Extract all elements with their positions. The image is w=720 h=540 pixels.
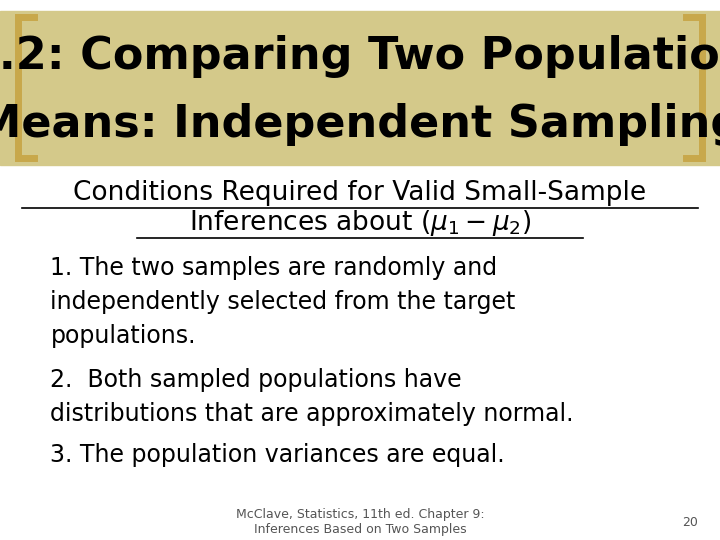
Text: Means: Independent Sampling: Means: Independent Sampling bbox=[0, 103, 720, 146]
Bar bbox=[0, 11, 720, 165]
Text: 20: 20 bbox=[683, 516, 698, 529]
Text: Inferences about $(\mu_1 - \mu_2)$: Inferences about $(\mu_1 - \mu_2)$ bbox=[189, 208, 531, 238]
Text: 1. The two samples are randomly and: 1. The two samples are randomly and bbox=[50, 256, 498, 280]
Text: 2.  Both sampled populations have: 2. Both sampled populations have bbox=[50, 368, 462, 392]
Text: 3. The population variances are equal.: 3. The population variances are equal. bbox=[50, 443, 505, 467]
Text: 9.2: Comparing Two Population: 9.2: Comparing Two Population bbox=[0, 35, 720, 78]
Text: populations.: populations. bbox=[50, 325, 196, 348]
Text: distributions that are approximately normal.: distributions that are approximately nor… bbox=[50, 402, 574, 426]
Text: McClave, Statistics, 11th ed. Chapter 9:
Inferences Based on Two Samples: McClave, Statistics, 11th ed. Chapter 9:… bbox=[235, 508, 485, 536]
Text: independently selected from the target: independently selected from the target bbox=[50, 291, 516, 314]
Text: Conditions Required for Valid Small-Sample: Conditions Required for Valid Small-Samp… bbox=[73, 180, 647, 206]
